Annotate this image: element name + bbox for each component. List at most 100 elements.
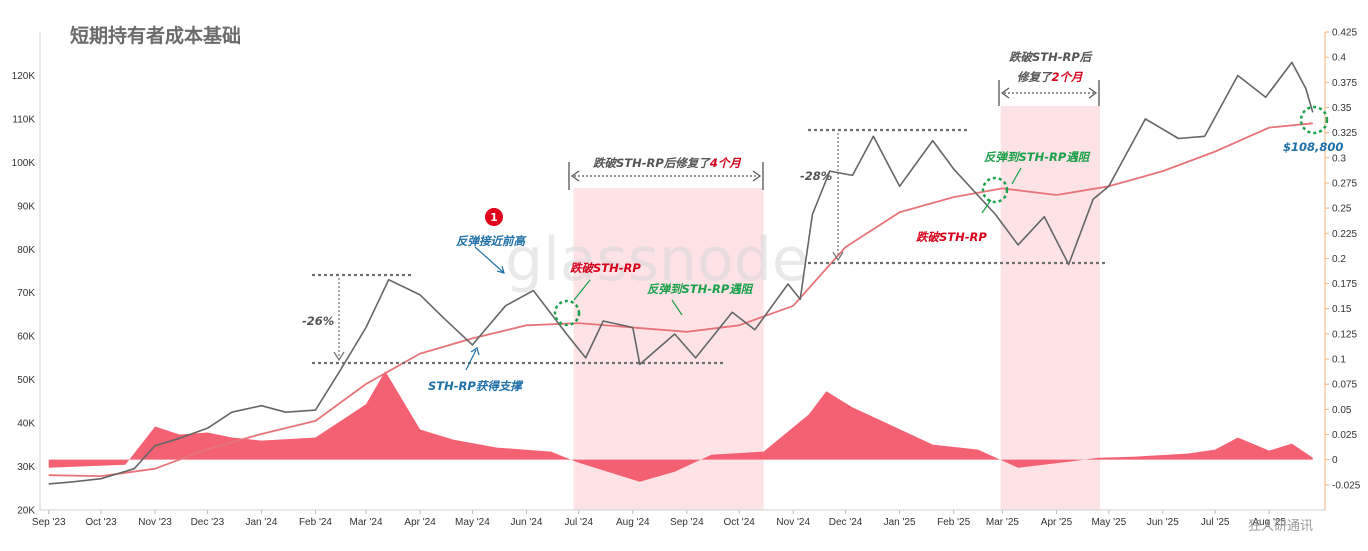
label-resist-1: 反弹到STH-RP遇阻 — [647, 282, 754, 296]
y-right-tick-label: 0.1 — [1332, 355, 1346, 366]
pointer-resist-2 — [1011, 167, 1022, 185]
annotation-guides — [312, 80, 1329, 371]
y-left-ticks: 20K 30K 40K 50K 60K 70K 80K 90K 100K 110K 120K — [12, 71, 36, 517]
circle-break-2 — [981, 176, 1009, 204]
x-tick-label: Apr '24 — [404, 517, 436, 528]
label-drop-26: -26% — [302, 314, 334, 328]
x-tick-label: Jan '25 — [884, 517, 916, 528]
x-tick-label: Jun '25 — [1147, 517, 1179, 528]
y-right-tick-label: 0.375 — [1332, 78, 1357, 89]
pointer-break-1 — [573, 279, 591, 301]
x-tick-label: Sep '23 — [32, 517, 66, 528]
chart-title: 短期持有者成本基础 — [70, 24, 241, 47]
x-tick-label: Dec '24 — [829, 517, 863, 528]
credit-text: 狂人研通讯 — [1248, 519, 1313, 534]
pointer-break-2 — [981, 199, 992, 214]
x-ticks: Sep '23 Oct '23 Nov '23 Dec '23 Jan '24 Feb '… — [32, 510, 1286, 528]
y-left-tick-label: 40K — [17, 419, 35, 430]
label-recover-4-em: 4个月 — [709, 156, 742, 170]
bracket-arrow-l1 — [570, 170, 580, 182]
y-left-tick-label: 120K — [12, 71, 36, 82]
y-right-tick-label: 0.2 — [1332, 254, 1346, 265]
x-tick-label: Aug '24 — [616, 517, 650, 528]
x-tick-label: Jul '24 — [564, 517, 593, 528]
x-tick-label: Apr '25 — [1041, 517, 1073, 528]
label-drop-28: -28% — [800, 169, 832, 183]
circle-current — [1299, 105, 1329, 135]
x-tick-label: Feb '25 — [937, 517, 970, 528]
arrow-drop-28 — [832, 251, 844, 262]
bracket-arrow-r1 — [752, 170, 762, 182]
ratio-area-series — [48, 371, 1313, 482]
shade-region-2 — [1000, 106, 1101, 510]
badge-number: 1 — [490, 211, 498, 224]
label-recover-2-em: 2个月 — [1052, 70, 1084, 84]
y-left-tick-label: 70K — [17, 288, 35, 299]
y-right-tick-label: 0.025 — [1332, 430, 1357, 441]
x-tick-label: Mar '24 — [350, 517, 383, 528]
btc-price-line — [48, 61, 1314, 485]
y-left-tick-label: 90K — [17, 201, 35, 212]
badge-dot — [485, 208, 503, 226]
y-right-ticks: -0.025 0 0.025 0.05 0.075 0.1 0.125 0.15 0.175 0.… — [1325, 28, 1361, 491]
y-left-tick-label: 50K — [17, 375, 35, 386]
price-lines — [48, 61, 1314, 485]
label-rebound-near-high: 反弹接近前高 — [456, 234, 527, 248]
pointer-rebound — [474, 246, 504, 273]
y-right-tick-label: 0.35 — [1332, 103, 1352, 114]
pointer-rebound-head — [496, 265, 505, 274]
y-right-tick-label: 0.275 — [1332, 178, 1357, 189]
y-right-tick-label: 0 — [1332, 455, 1338, 466]
y-right-tick-label: 0.3 — [1332, 153, 1346, 164]
x-tick-label: Nov '24 — [776, 517, 810, 528]
y-right-tick-label: 0.05 — [1332, 405, 1352, 416]
label-recover-2-bottom: 修复了2个月 — [1017, 70, 1083, 84]
x-tick-label: Nov '23 — [138, 517, 172, 528]
pointer-resist-1 — [671, 299, 683, 316]
y-left-tick-label: 100K — [12, 158, 36, 169]
y-right-tick-label: 0.325 — [1332, 128, 1357, 139]
y-left-tick-label: 30K — [17, 462, 35, 473]
watermark: glassnode — [505, 225, 809, 295]
label-sth-support: STH-RP获得支撑 — [428, 379, 524, 393]
label-recover-4: 跌破STH-RP后修复了4个月 — [593, 156, 741, 170]
pointer-support — [465, 349, 477, 371]
y-left-tick-label: 80K — [17, 245, 35, 256]
x-tick-label: Mar '25 — [986, 517, 1019, 528]
label-recover-2-top: 跌破STH-RP后 — [1009, 50, 1093, 64]
y-right-tick-label: 0.125 — [1332, 329, 1357, 340]
x-tick-label: May '24 — [455, 517, 490, 528]
y-left-tick-label: 60K — [17, 332, 35, 343]
x-tick-label: Oct '23 — [85, 517, 117, 528]
pointer-support-head — [470, 347, 480, 356]
y-right-tick-label: 0.15 — [1332, 304, 1352, 315]
x-tick-label: Oct '24 — [723, 517, 755, 528]
x-tick-label: Feb '24 — [299, 517, 332, 528]
label-resist-2: 反弹到STH-RP遇阻 — [984, 150, 1091, 164]
y-left-tick-label: 110K — [12, 114, 35, 125]
label-recover-4-text: 跌破STH-RP后修复了 — [593, 156, 711, 170]
ratio-area — [48, 371, 1313, 482]
y-right-tick-label: -0.025 — [1332, 480, 1361, 491]
x-tick-label: Jul '25 — [1201, 517, 1230, 528]
bracket-arrow-l2 — [1000, 87, 1010, 99]
y-right-tick-label: 0.25 — [1332, 204, 1352, 215]
label-break-2: 跌破STH-RP — [916, 230, 987, 244]
label-recover-2-text: 修复了 — [1017, 70, 1053, 84]
x-tick-label: Jan '24 — [245, 517, 277, 528]
label-break-1: 跌破STH-RP — [570, 261, 641, 275]
annotations: 1 反弹接近前高 STH-RP获得支撑 -26% 跌破STH-RP 反弹到STH… — [302, 50, 1343, 393]
y-right-tick-label: 0.425 — [1332, 28, 1357, 39]
circle-break-1 — [553, 299, 581, 327]
x-tick-label: Dec '23 — [191, 517, 225, 528]
y-right-tick-label: 0.075 — [1332, 380, 1357, 391]
y-left-tick-label: 20K — [17, 506, 35, 517]
x-tick-label: Aug '25 — [1252, 517, 1286, 528]
y-right-tick-label: 0.4 — [1332, 53, 1346, 64]
x-tick-label: Jun '24 — [510, 517, 542, 528]
y-right-tick-label: 0.225 — [1332, 229, 1357, 240]
x-tick-label: Sep '24 — [670, 517, 704, 528]
label-price: $108,800 — [1283, 140, 1343, 154]
shaded-regions — [573, 106, 1101, 510]
